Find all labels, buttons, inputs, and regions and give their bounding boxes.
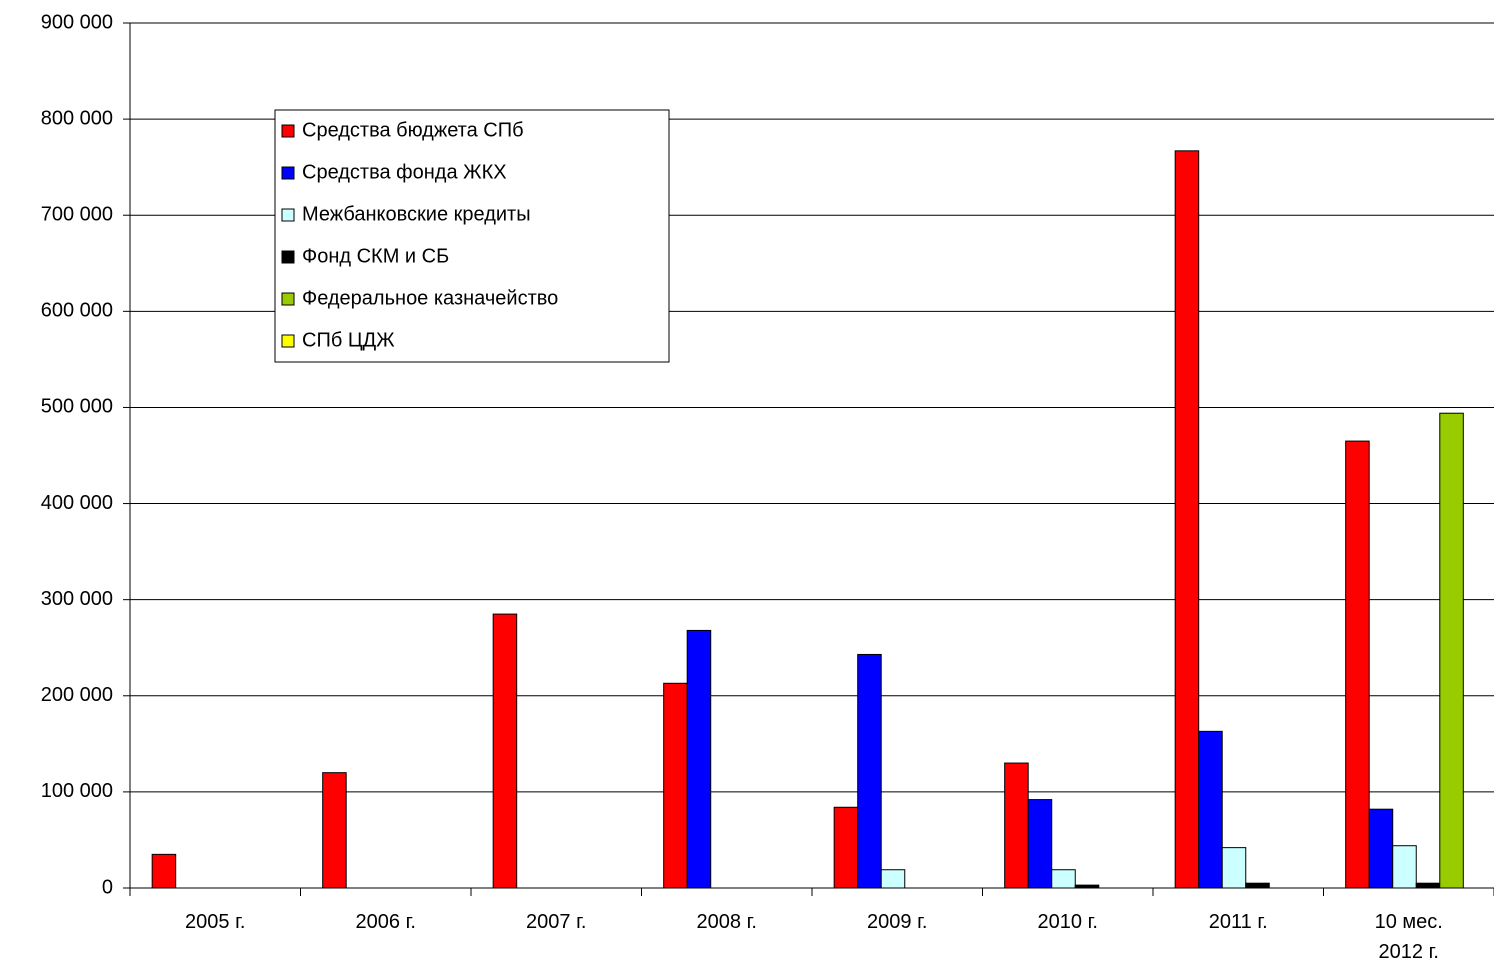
bar bbox=[1198, 730, 1223, 889]
y-tick-label: 400 000 bbox=[41, 492, 113, 514]
y-tick-label: 300 000 bbox=[41, 588, 113, 610]
bar bbox=[151, 853, 177, 889]
y-tick-label: 100 000 bbox=[41, 780, 113, 802]
bar bbox=[1415, 882, 1441, 889]
y-tick-label: 700 000 bbox=[41, 204, 113, 226]
bar bbox=[492, 613, 518, 889]
x-tick-label: 2009 г. bbox=[867, 911, 928, 933]
legend-label: Межбанковские кредиты bbox=[302, 203, 531, 225]
legend-label: Средства фонда ЖКХ bbox=[302, 161, 507, 183]
bar bbox=[686, 629, 712, 889]
legend-label: СПб ЦДЖ bbox=[302, 329, 395, 351]
y-tick-label: 500 000 bbox=[41, 396, 113, 418]
x-tick-label: 10 мес. 2012 г. bbox=[1374, 911, 1443, 963]
legend-swatch bbox=[281, 250, 295, 264]
y-tick-label: 900 000 bbox=[41, 11, 113, 33]
bar bbox=[1074, 884, 1100, 889]
x-tick-label: 2007 г. bbox=[526, 911, 587, 933]
bar bbox=[1245, 882, 1270, 889]
legend-box bbox=[274, 109, 670, 363]
x-tick-label: 2008 г. bbox=[696, 911, 757, 933]
legend-swatch bbox=[281, 124, 295, 138]
bar bbox=[1392, 845, 1417, 889]
bar bbox=[322, 772, 347, 889]
legend-label: Фонд СКМ и СБ bbox=[302, 245, 449, 267]
bar bbox=[880, 869, 906, 889]
y-tick-label: 800 000 bbox=[41, 107, 113, 129]
y-tick-label: 600 000 bbox=[41, 300, 113, 322]
bar bbox=[1051, 869, 1076, 889]
legend-swatch bbox=[281, 208, 295, 222]
bar bbox=[857, 653, 882, 889]
bar bbox=[833, 806, 859, 889]
x-tick-label: 2010 г. bbox=[1037, 911, 1098, 933]
bar bbox=[1174, 150, 1200, 889]
bar bbox=[663, 682, 688, 889]
x-tick-label: 2006 г. bbox=[355, 911, 416, 933]
bar bbox=[1368, 808, 1394, 889]
bar bbox=[1345, 440, 1370, 889]
x-tick-label: 2011 г. bbox=[1208, 911, 1268, 933]
legend-swatch bbox=[281, 166, 295, 180]
legend-swatch bbox=[281, 292, 295, 306]
y-tick-label: 0 bbox=[102, 876, 113, 898]
x-tick-label: 2005 г. bbox=[185, 911, 246, 933]
legend-label: Федеральное казначейство bbox=[302, 287, 558, 309]
bar bbox=[1221, 847, 1247, 889]
bar bbox=[1439, 412, 1464, 889]
legend-swatch bbox=[281, 334, 295, 348]
bar bbox=[1004, 762, 1029, 889]
legend-label: Средства бюджета СПб bbox=[302, 119, 524, 141]
y-tick-label: 200 000 bbox=[41, 684, 113, 706]
bar bbox=[1027, 799, 1053, 889]
